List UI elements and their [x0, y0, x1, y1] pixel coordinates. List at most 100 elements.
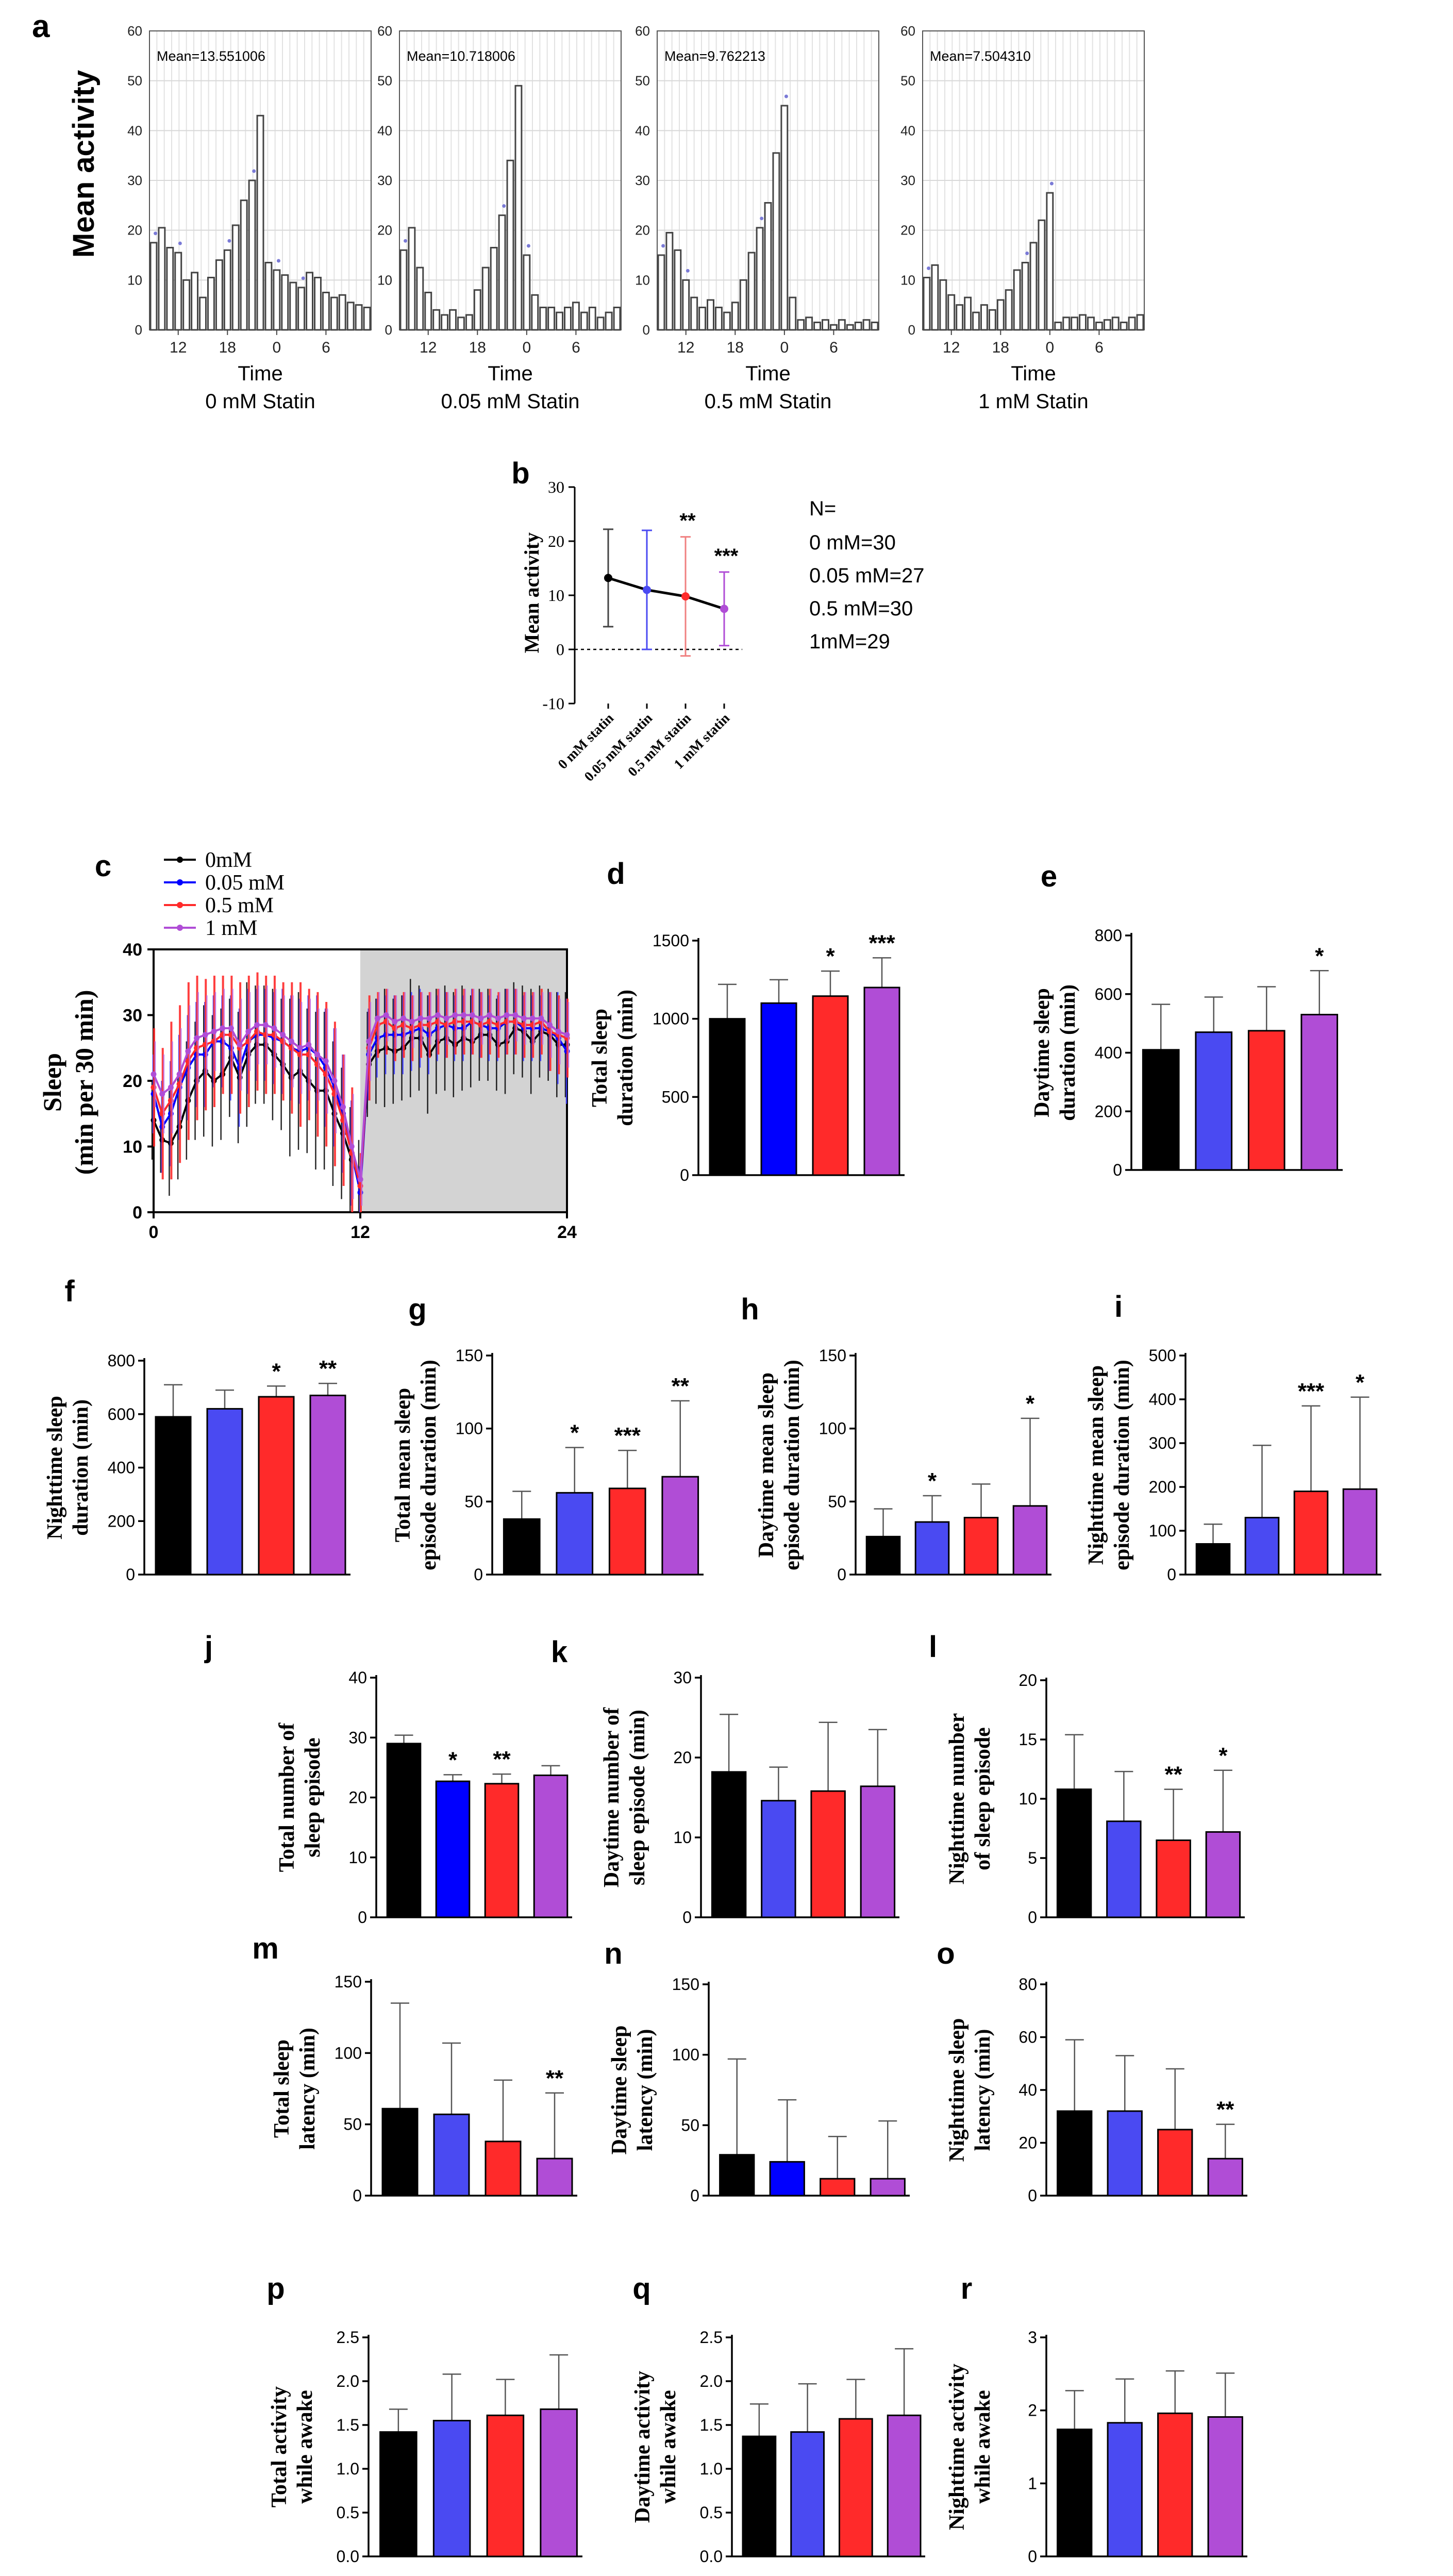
bar [711, 1771, 747, 1918]
y-axis-label: Nighttime number [945, 1713, 969, 1884]
bar [863, 986, 900, 1176]
y-tick-label: 150 [672, 1975, 699, 1994]
histogram-bar [498, 214, 506, 331]
bar [608, 1487, 646, 1576]
histogram-bar [764, 202, 772, 331]
series-point [262, 1022, 269, 1028]
bar [1300, 1014, 1339, 1171]
legend-label: 0.5 mM [205, 894, 274, 917]
y-axis-label: latency (min) [296, 2028, 320, 2150]
bar [810, 1790, 846, 1918]
significance-marker: ** [493, 1747, 511, 1772]
y-tick-label: 0 [385, 322, 392, 338]
y-tick-label: 2.5 [337, 2328, 359, 2347]
histogram-bar [240, 199, 248, 331]
y-tick-label: 600 [1095, 985, 1122, 1003]
histogram-bar [314, 277, 322, 331]
n-line: 0.5 mM=30 [809, 597, 913, 620]
y-tick-label: 50 [377, 73, 392, 89]
y-tick-label: 0.0 [700, 2547, 723, 2566]
y-tick-label: 100 [819, 1419, 846, 1438]
histogram-bar [399, 249, 408, 331]
series-point [185, 1048, 191, 1055]
series-point [151, 1071, 157, 1077]
histogram-bar [988, 309, 996, 331]
y-tick-label: 20 [900, 223, 915, 238]
y-tick-label: 400 [108, 1459, 135, 1477]
y-tick-label: 40 [635, 123, 650, 138]
bar [1057, 2429, 1093, 2557]
series-point [237, 1042, 243, 1048]
y-tick-label: 100 [672, 2046, 699, 2064]
y-axis-label: episode duration (min) [417, 1360, 441, 1570]
histogram-bar [531, 294, 539, 331]
series-point [417, 1015, 424, 1022]
x-tick-label: 12 [420, 339, 437, 356]
histogram-bar [723, 311, 731, 331]
significance-marker: * [1356, 1370, 1365, 1395]
histogram-bar [972, 311, 980, 331]
bar [433, 2113, 470, 2197]
histogram-bar [289, 281, 297, 331]
y-tick-label: 0.5 [337, 2503, 359, 2522]
mean-point [720, 605, 728, 613]
panel-letter-i: i [1114, 1290, 1123, 1324]
y-tick-label: 20 [1018, 2134, 1037, 2152]
y-tick-label: 30 [127, 173, 142, 188]
bar [536, 2157, 573, 2197]
y-axis-label: while awake [657, 2390, 680, 2504]
data-dot [252, 169, 256, 173]
significance-marker: ** [546, 2066, 564, 2091]
bar [309, 1394, 346, 1576]
histogram-bar [797, 319, 805, 331]
significance-marker: *** [714, 545, 739, 567]
significance-marker: *** [614, 1423, 641, 1448]
mean-point [643, 586, 651, 594]
histogram-bar [805, 316, 813, 331]
data-dot [526, 244, 530, 248]
y-tick-label: -10 [542, 694, 564, 713]
panel-k: k 0 10 20 30 Daytime number of sleep episode (… [551, 1635, 899, 1927]
y-tick-label: 20 [635, 223, 650, 238]
x-tick-label: 0 [780, 339, 789, 356]
bar [914, 1521, 950, 1576]
bar [1342, 1488, 1378, 1576]
series-point [211, 1028, 217, 1034]
series-point [547, 1022, 553, 1028]
histogram-bar [158, 227, 166, 331]
y-tick-label: 0 [1028, 1908, 1037, 1927]
histogram-bar [457, 316, 465, 331]
x-tick-label: 12 [677, 339, 694, 356]
bar [661, 1476, 699, 1576]
y-tick-label: 1000 [653, 1010, 689, 1028]
y-tick-label: 0 [1028, 2186, 1037, 2205]
y-axis-label: sleep episode [301, 1737, 325, 1857]
histogram-0: 0 10 20 30 40 50 60 Mean=13.551006 12 18 0 6 Time 0 m… [127, 23, 372, 413]
x-axis-label: Time [745, 362, 790, 385]
y-axis-label: Daytime activity [631, 2371, 655, 2523]
panel-letter-n: n [604, 1937, 622, 1970]
histogram-bar [564, 307, 572, 331]
histogram-bar [1021, 262, 1029, 331]
series-point [478, 1015, 484, 1022]
series-point [383, 1012, 389, 1018]
histogram-bar [980, 304, 988, 331]
histogram-bar [441, 314, 449, 331]
chart-subtitle: 0 mM Statin [205, 390, 315, 413]
y-tick-label: 40 [1018, 2081, 1037, 2099]
series-point [400, 1015, 407, 1022]
panel-p: p 0.0 0.5 1.0 1.5 2.0 2.5 Total activity while a… [266, 2272, 582, 2566]
bar [1205, 1831, 1241, 1918]
y-tick-label: 5 [1028, 1849, 1037, 1867]
y-tick-label: 0 [135, 322, 142, 338]
panel-letter-c: c [95, 849, 111, 883]
y-tick-label: 20 [1018, 1671, 1037, 1690]
series-point [314, 1051, 320, 1058]
series-point [495, 1015, 501, 1022]
data-dot [760, 216, 764, 221]
y-tick-label: 0.5 [700, 2503, 723, 2522]
bar [963, 1517, 999, 1576]
x-tick-label: 18 [469, 339, 486, 356]
y-axis-label: Total sleep [588, 1009, 612, 1107]
x-tick-label: 18 [992, 339, 1009, 356]
